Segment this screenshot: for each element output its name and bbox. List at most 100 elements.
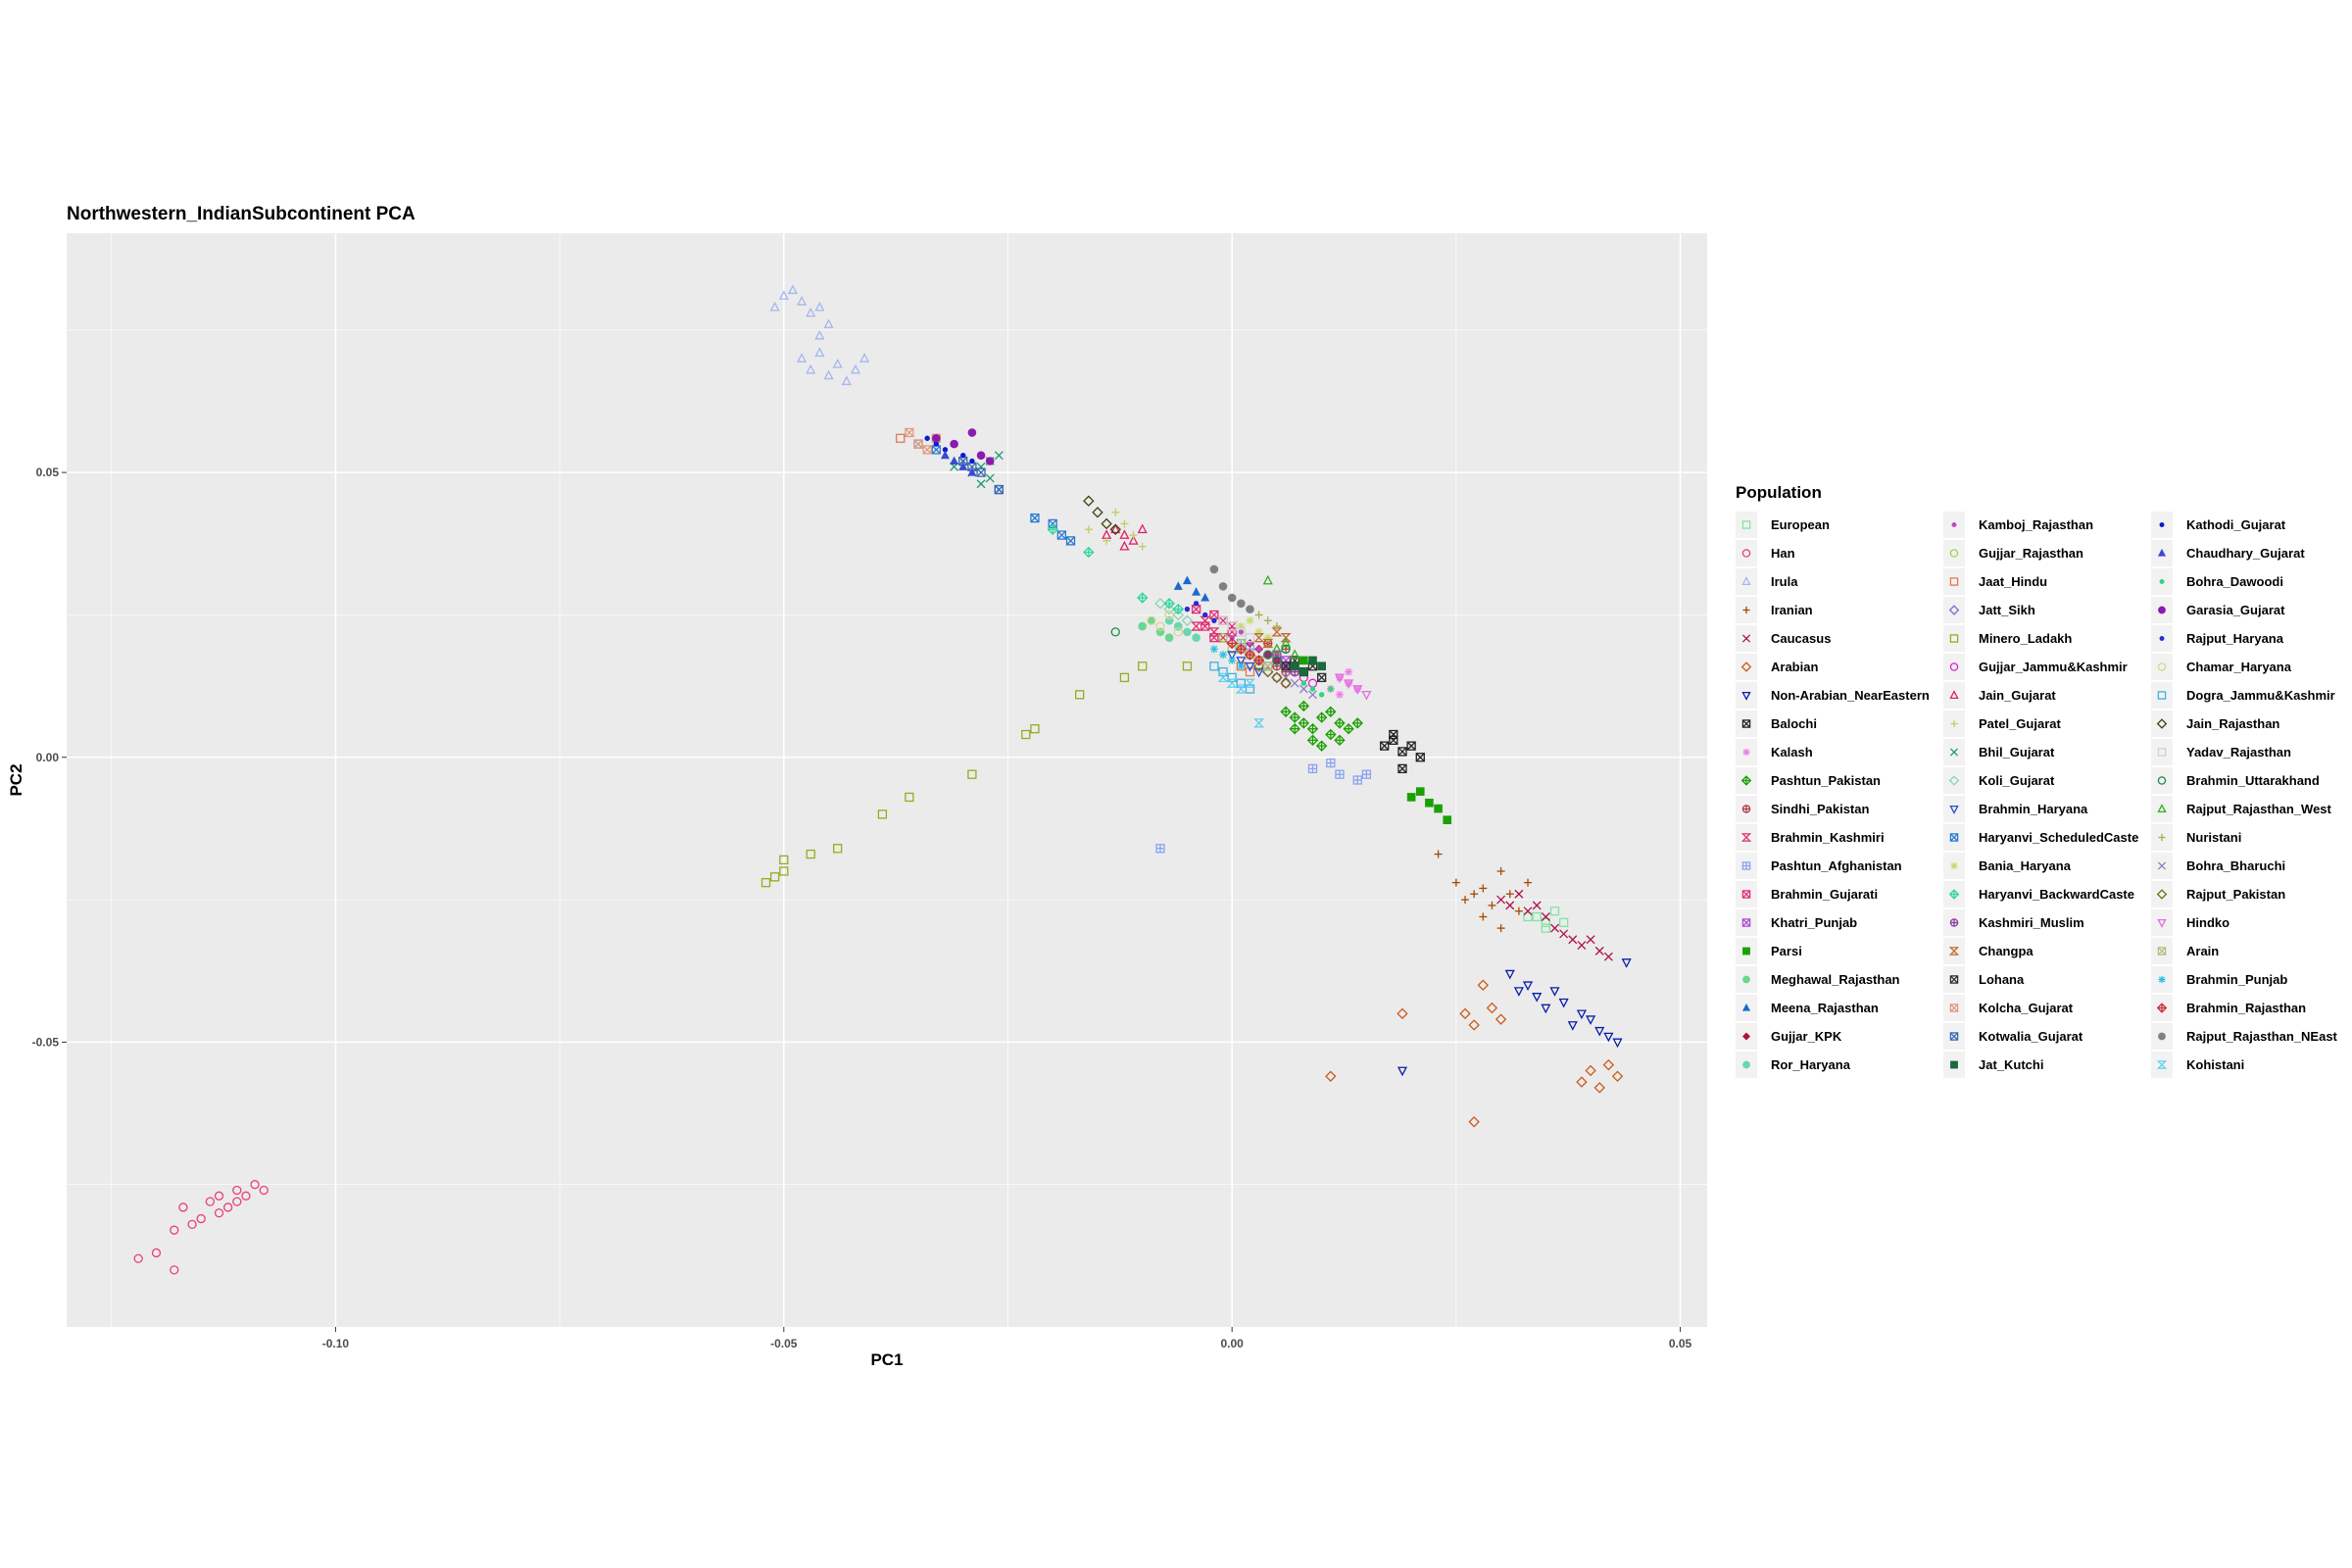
- point-iranian: [1496, 924, 1505, 933]
- point-nuristani: [1272, 622, 1281, 631]
- legend-key-brahmin-gujarati: [1741, 890, 1751, 899]
- point-balochi: [1415, 753, 1425, 762]
- legend-item-irula: Irula: [1736, 568, 1798, 595]
- legend-label: Dogra_Jammu&Kashmir: [2186, 688, 2335, 703]
- point-pashtun-pakistan: [1289, 711, 1300, 723]
- point-parsi: [1434, 804, 1443, 813]
- legend-key-lohana: [1949, 975, 1959, 984]
- legend-item-haryanvi-backwardcaste: Haryanvi_BackwardCaste: [1943, 881, 2134, 907]
- legend-item-nuristani: Nuristani: [2151, 824, 2241, 851]
- point-non-arabian-neareastern: [1513, 987, 1524, 997]
- legend-key-kathodi-gujarat: [2159, 522, 2165, 527]
- legend-key-bohra-bharuchi: [2157, 861, 2167, 870]
- point-brahmin-punjab: [1219, 651, 1228, 660]
- point-irula: [823, 369, 834, 380]
- legend-label: Kashmiri_Muslim: [1979, 915, 2084, 930]
- point-rajput-haryana: [1211, 617, 1217, 623]
- point-han: [196, 1213, 206, 1224]
- legend-key-bg: [1943, 568, 1965, 595]
- point-pashtun-afghanistan: [1335, 769, 1345, 779]
- legend-label: Kotwalia_Gujarat: [1979, 1029, 2083, 1044]
- point-arabian: [1477, 979, 1490, 991]
- point-rajput-pakistan: [1280, 677, 1292, 689]
- legend-item-balochi: Balochi: [1736, 710, 1817, 737]
- legend: Population European Han Irula Iranian Caucas…: [1736, 483, 2338, 1078]
- point-haryanvi-scheduledcaste: [1030, 513, 1040, 523]
- legend-key-bg: [2151, 654, 2173, 680]
- point-kotwalia-gujarat: [994, 484, 1004, 495]
- legend-item-jat-kutchi: Jat_Kutchi: [1943, 1052, 2043, 1078]
- point-garasia-gujarat: [950, 439, 958, 449]
- point-meghawal-rajasthan: [1164, 633, 1174, 642]
- point-dogra-jammu-kashmir: [1236, 678, 1246, 688]
- legend-key-gujjar-jammu-kashmir: [1949, 662, 1959, 671]
- chart-title: Northwestern_IndianSubcontinent PCA: [67, 204, 416, 224]
- point-parsi: [1299, 656, 1308, 665]
- legend-label: Haryanvi_ScheduledCaste: [1979, 830, 2138, 845]
- point-kalash: [1345, 667, 1353, 676]
- plot-panel: [67, 233, 1707, 1327]
- legend-item-yadav-rajasthan: Yadav_Rajasthan: [2151, 739, 2291, 765]
- point-brahmin-kashmiri: [1191, 621, 1202, 631]
- point-meena-rajasthan: [1192, 587, 1201, 596]
- point-arabian: [1611, 1070, 1624, 1082]
- legend-key-han: [1741, 549, 1751, 558]
- point-minero-ladakh: [877, 809, 888, 819]
- legend-key-brahmin-haryana: [1949, 805, 1959, 814]
- legend-item-brahmin-haryana: Brahmin_Haryana: [1943, 796, 2088, 822]
- legend-key-bhil-gujarat: [1949, 748, 1959, 757]
- point-garasia-gujarat: [985, 457, 995, 466]
- point-bania-haryana: [1246, 616, 1254, 625]
- point-koli-gujarat: [1154, 598, 1166, 610]
- point-pashtun-pakistan: [1315, 740, 1328, 752]
- legend-key-bg: [1736, 512, 1757, 538]
- point-european: [1541, 923, 1550, 933]
- point-patel-gujarat: [1120, 519, 1129, 528]
- point-non-arabian-neareastern: [1558, 998, 1569, 1008]
- x-tick-label: 0.00: [1221, 1337, 1245, 1350]
- point-rajput-rajasthan-west: [1280, 637, 1292, 648]
- legend-item-rajput-rajasthan-west: Rajput_Rajasthan_West: [2151, 796, 2332, 822]
- legend-key-jat-kutchi: [1950, 1060, 1958, 1069]
- legend-label: Sindhi_Pakistan: [1771, 802, 1869, 816]
- point-iranian: [1461, 896, 1470, 905]
- point-minero-ladakh: [1182, 662, 1193, 671]
- point-caucasus: [1514, 889, 1524, 899]
- point-non-arabian-neareastern: [1549, 987, 1560, 997]
- legend-item-jain-gujarat: Jain_Gujarat: [1943, 682, 2056, 709]
- point-jat-kutchi: [1290, 662, 1299, 671]
- point-european: [1558, 917, 1569, 927]
- legend-item-bohra-bharuchi: Bohra_Bharuchi: [2151, 853, 2285, 879]
- point-rajput-rajasthan-west: [1271, 643, 1282, 654]
- legend-key-bg: [1943, 682, 1965, 709]
- point-han: [187, 1219, 197, 1230]
- legend-item-kashmiri-muslim: Kashmiri_Muslim: [1943, 909, 2084, 936]
- legend-item-brahmin-kashmiri: Brahmin_Kashmiri: [1736, 824, 1885, 851]
- legend-key-kalash: [1742, 748, 1750, 757]
- point-changpa: [1271, 627, 1283, 637]
- y-tick-label: 0.00: [36, 751, 60, 764]
- point-meena-rajasthan: [1173, 581, 1183, 590]
- point-jain-rajasthan: [1092, 507, 1103, 518]
- legend-label: Pashtun_Afghanistan: [1771, 858, 1902, 873]
- point-kohistani: [1226, 678, 1238, 688]
- point-bohra-bharuchi: [1308, 690, 1317, 700]
- x-tick-label: -0.10: [322, 1337, 350, 1350]
- legend-label: Iranian: [1771, 603, 1813, 617]
- point-non-arabian-neareastern: [1612, 1038, 1623, 1049]
- point-irula: [814, 301, 825, 312]
- legend-key-koli-gujarat: [1948, 775, 1960, 786]
- point-irula: [797, 295, 808, 306]
- major-gridlines: [67, 233, 1707, 1327]
- point-patel-gujarat: [1084, 525, 1093, 534]
- legend-item-gujjar-jammu-kashmir: Gujjar_Jammu&Kashmir: [1943, 654, 2128, 680]
- legend-item-parsi: Parsi: [1736, 938, 1802, 964]
- legend-key-pashtun-afghanistan: [1741, 861, 1751, 870]
- legend-key-haryanvi-scheduledcaste: [1949, 833, 1959, 842]
- legend-key-nuristani: [2158, 833, 2166, 842]
- point-brahmin-gujarati: [1209, 633, 1219, 643]
- point-rajput-haryana: [1193, 601, 1200, 607]
- point-arabian: [1593, 1082, 1605, 1094]
- legend-key-meghawal-rajasthan: [1742, 975, 1750, 984]
